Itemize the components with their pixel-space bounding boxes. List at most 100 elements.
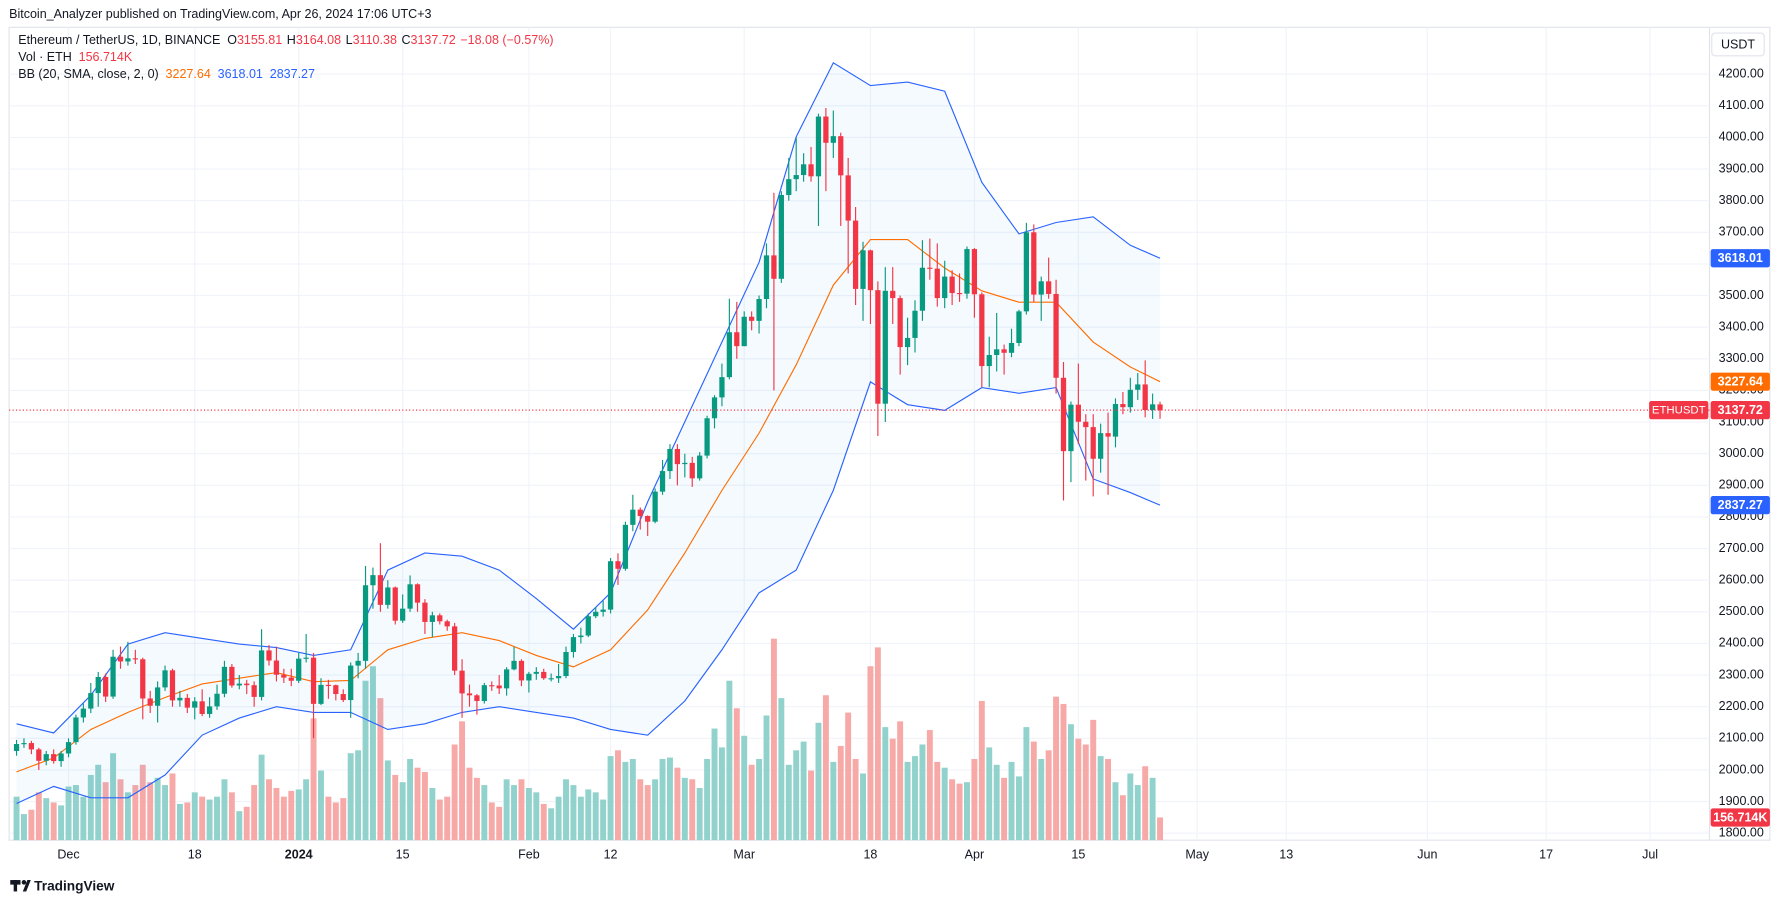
candle-body [1090, 427, 1096, 459]
volume-bar [295, 789, 302, 841]
bb-lower-badge [1710, 496, 1770, 515]
candle-body [1075, 404, 1081, 422]
volume-bar [585, 789, 592, 841]
volume-bar [58, 805, 65, 841]
candle-body [763, 255, 770, 300]
volume-bar [221, 779, 228, 841]
volume-bar [748, 764, 755, 841]
volume-bar [525, 787, 532, 841]
volume-bar [1105, 758, 1112, 841]
candle-body [36, 749, 42, 761]
volume-bar [533, 792, 540, 841]
volume-bar [80, 796, 87, 841]
volume-bar [629, 758, 636, 841]
volume-bar [95, 764, 102, 841]
volume-bar [50, 802, 57, 841]
candle-body [244, 683, 250, 686]
candle-body [919, 267, 926, 311]
candle-body [13, 744, 20, 751]
candle-body [800, 164, 807, 176]
candle-body [711, 397, 718, 419]
candle-body [912, 310, 918, 338]
candle-body [199, 701, 205, 714]
bb-lower-value: 2837.27 [270, 68, 315, 82]
candle-body [563, 651, 569, 677]
volume-bar [845, 712, 852, 841]
candle-body [845, 175, 851, 221]
volume-bar [251, 785, 258, 841]
candle-body [852, 220, 859, 289]
volume-bar [607, 756, 614, 841]
volume-bar [770, 638, 777, 841]
candle-body [266, 650, 272, 661]
volume-bar [273, 787, 280, 841]
candle-body [466, 693, 473, 696]
volume-bar [689, 779, 696, 841]
candle-body [667, 448, 673, 472]
candle-body [979, 294, 985, 367]
y-tick-label: 2900.00 [1719, 478, 1764, 492]
candle-body [860, 250, 866, 289]
volume-bar [347, 753, 354, 841]
volume-bar [592, 792, 599, 841]
candle-body [21, 743, 27, 745]
candle-body [897, 298, 903, 348]
y-tick-label: 2600.00 [1719, 573, 1764, 587]
change: −18.08 (−0.57%) [460, 33, 553, 47]
candle-body [348, 665, 354, 701]
symbol: Ethereum / TetherUS, 1D, BINANCE [18, 33, 220, 47]
candle-body [377, 575, 384, 605]
candle-body [890, 290, 896, 299]
volume-bar [1142, 766, 1149, 841]
candle-body [704, 418, 710, 456]
volume-bar [577, 796, 584, 841]
volume-bar [867, 666, 874, 841]
currency-box[interactable] [1711, 32, 1765, 57]
candle-body [355, 660, 361, 666]
volume-bar [392, 774, 399, 841]
candle-body [1120, 404, 1126, 408]
volume-bar [815, 722, 822, 841]
y-tick-label: 2100.00 [1719, 731, 1764, 745]
volume-bar [414, 767, 421, 841]
volume-bar [1134, 785, 1141, 841]
volume-bar [800, 741, 807, 841]
candle-body [882, 290, 888, 404]
volume-bar [214, 796, 220, 841]
band-lower [16, 381, 1161, 804]
bb-upper-badge [1710, 249, 1770, 268]
y-tick-label: 4200.00 [1719, 66, 1764, 80]
candle-body [823, 116, 829, 143]
candle-body [1105, 433, 1111, 437]
volume-bar [436, 799, 443, 841]
volume-bar [488, 802, 495, 841]
volume-bar [956, 783, 963, 841]
volume-bar [830, 761, 837, 841]
volume-bar [1127, 773, 1134, 841]
candle-body [682, 462, 688, 465]
candle-body [830, 136, 836, 143]
candle-body [956, 293, 963, 295]
candle-body [541, 671, 547, 679]
x-tick-label: Mar [733, 847, 755, 861]
volume-bar [206, 799, 213, 841]
band-upper [16, 61, 1161, 734]
volume-bar [837, 745, 844, 841]
candle-body [385, 587, 391, 605]
candle-body [236, 683, 242, 686]
candle-body [875, 290, 881, 404]
volume-bar [822, 695, 829, 841]
y-tick-label: 4000.00 [1719, 130, 1764, 144]
y-tick-label: 4100.00 [1719, 98, 1764, 112]
x-tick-label: 13 [1279, 847, 1293, 861]
candle-body [503, 669, 510, 689]
volume-bar [511, 785, 517, 841]
currency[interactable]: USDT [1721, 37, 1755, 51]
axis: 1800.00 1900.00 2000.00 2100.00 2200.00 2300.… [57, 66, 1770, 861]
volume-bar [407, 758, 414, 841]
volume-bar [704, 758, 711, 841]
volume-bar [971, 758, 978, 841]
candle-body [615, 561, 621, 569]
candle-body [778, 194, 784, 279]
